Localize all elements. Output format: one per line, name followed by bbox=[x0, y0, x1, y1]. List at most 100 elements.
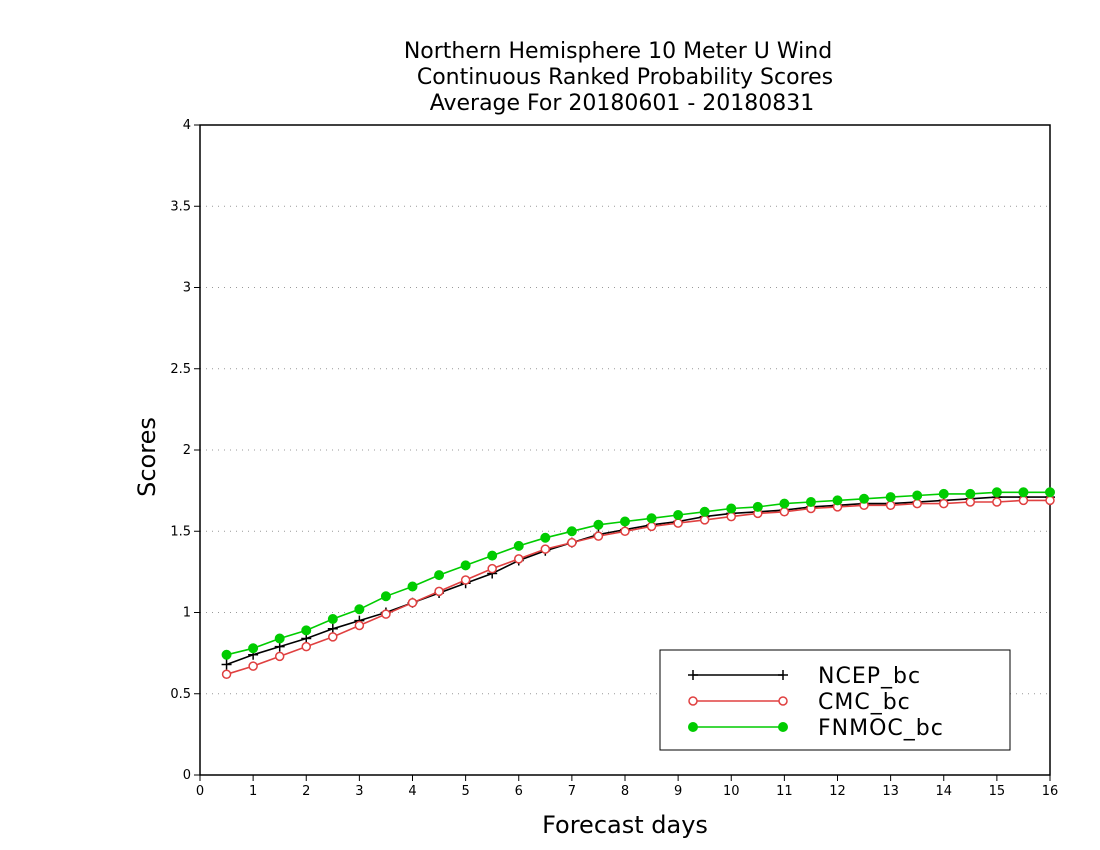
data-point bbox=[274, 651, 285, 662]
x-tick-label: 9 bbox=[674, 784, 682, 799]
x-tick-label: 4 bbox=[408, 784, 416, 799]
legend-entry: NCEP_bc bbox=[688, 664, 920, 689]
x-tick-label: 8 bbox=[621, 784, 629, 799]
data-point bbox=[354, 620, 365, 631]
series-line bbox=[226, 491, 1050, 656]
data-point bbox=[726, 503, 737, 514]
legend-marker bbox=[688, 722, 698, 732]
data-point bbox=[699, 515, 710, 525]
x-tick-label: 14 bbox=[935, 784, 952, 799]
data-point bbox=[991, 487, 1002, 498]
data-point bbox=[939, 498, 949, 509]
grid-lines bbox=[200, 124, 1050, 695]
x-tick-label: 12 bbox=[829, 784, 846, 799]
legend-marker bbox=[778, 670, 788, 680]
data-point bbox=[1045, 495, 1055, 506]
data-point bbox=[805, 497, 816, 507]
series-layer bbox=[221, 487, 1055, 679]
data-point bbox=[593, 519, 604, 530]
y-tick-label: 2.5 bbox=[170, 362, 191, 377]
data-point bbox=[938, 488, 949, 499]
data-point bbox=[673, 518, 683, 528]
series-FNMOC_bc bbox=[221, 487, 1055, 660]
x-tick-label: 13 bbox=[882, 784, 899, 799]
data-point bbox=[832, 495, 843, 506]
x-tick-label: 2 bbox=[302, 784, 310, 799]
data-point bbox=[381, 609, 391, 619]
data-point bbox=[221, 669, 232, 679]
data-point bbox=[1045, 487, 1055, 498]
data-point bbox=[514, 554, 524, 564]
legend-entry: CMC_bc bbox=[688, 690, 911, 715]
data-point bbox=[513, 540, 524, 551]
data-point bbox=[965, 488, 976, 499]
data-point bbox=[752, 501, 763, 512]
data-point bbox=[620, 516, 630, 527]
data-point bbox=[912, 490, 923, 501]
data-point bbox=[566, 526, 577, 537]
x-tick-label: 5 bbox=[461, 784, 469, 799]
data-point bbox=[301, 641, 311, 652]
y-tick-label: 1 bbox=[183, 606, 191, 621]
data-point bbox=[593, 531, 604, 541]
data-point bbox=[354, 604, 365, 615]
y-tick-label: 0.5 bbox=[170, 687, 191, 702]
series-CMC_bc bbox=[221, 495, 1055, 679]
x-tick-label: 1 bbox=[249, 784, 257, 799]
data-point bbox=[328, 632, 338, 642]
data-point bbox=[1018, 495, 1029, 506]
x-tick-label: 11 bbox=[776, 784, 793, 799]
x-tick-label: 7 bbox=[568, 784, 576, 799]
legend-marker bbox=[778, 696, 788, 706]
series-NCEP_bc bbox=[221, 492, 1055, 670]
x-axis-label: Forecast days bbox=[542, 811, 708, 839]
legend-label: FNMOC_bc bbox=[818, 716, 944, 741]
y-tick-label: 0 bbox=[183, 768, 191, 783]
data-point bbox=[248, 661, 258, 671]
data-point bbox=[487, 563, 497, 574]
data-point bbox=[885, 492, 896, 503]
legend-marker bbox=[688, 670, 698, 680]
data-point bbox=[912, 498, 922, 509]
x-tick-label: 15 bbox=[989, 784, 1006, 799]
legend-label: CMC_bc bbox=[818, 690, 911, 715]
data-point bbox=[221, 659, 232, 670]
chart-title: Northern Hemisphere 10 Meter U Wind Cont… bbox=[404, 39, 833, 116]
x-tick-label: 6 bbox=[515, 784, 523, 799]
y-tick-label: 3.5 bbox=[170, 199, 191, 214]
data-point bbox=[434, 570, 445, 581]
data-point bbox=[221, 649, 232, 660]
data-point bbox=[248, 643, 259, 654]
legend-marker bbox=[688, 696, 698, 706]
data-point bbox=[620, 526, 630, 536]
data-point bbox=[327, 614, 338, 624]
data-point bbox=[1018, 487, 1029, 498]
data-point bbox=[646, 521, 657, 532]
data-point bbox=[726, 511, 736, 522]
data-point bbox=[460, 560, 471, 571]
data-point bbox=[859, 493, 870, 504]
legend-marker bbox=[778, 722, 788, 732]
data-point bbox=[779, 498, 790, 509]
data-point bbox=[540, 532, 551, 543]
y-tick-label: 3 bbox=[183, 281, 191, 296]
series-line bbox=[226, 496, 1050, 666]
data-point bbox=[779, 507, 790, 517]
x-axis-ticks: 0 1 2 3 4 5 6 7 8 9 10 11 12 13 14 15 16 bbox=[196, 775, 1058, 799]
data-point bbox=[487, 550, 498, 561]
data-point bbox=[460, 575, 471, 585]
x-tick-label: 0 bbox=[196, 784, 204, 799]
data-point bbox=[992, 497, 1002, 507]
x-tick-label: 10 bbox=[723, 784, 740, 799]
legend-box bbox=[659, 649, 1011, 751]
data-point bbox=[434, 586, 444, 597]
data-point bbox=[567, 537, 577, 548]
data-point bbox=[274, 633, 285, 644]
data-point bbox=[885, 500, 896, 510]
y-tick-label: 4 bbox=[183, 118, 191, 133]
data-point bbox=[407, 598, 418, 608]
title-line-1: Northern Hemisphere 10 Meter U Wind bbox=[404, 39, 832, 64]
y-axis-ticks: 0 0.5 1 1.5 2 2.5 3 3.5 4 bbox=[170, 118, 200, 783]
